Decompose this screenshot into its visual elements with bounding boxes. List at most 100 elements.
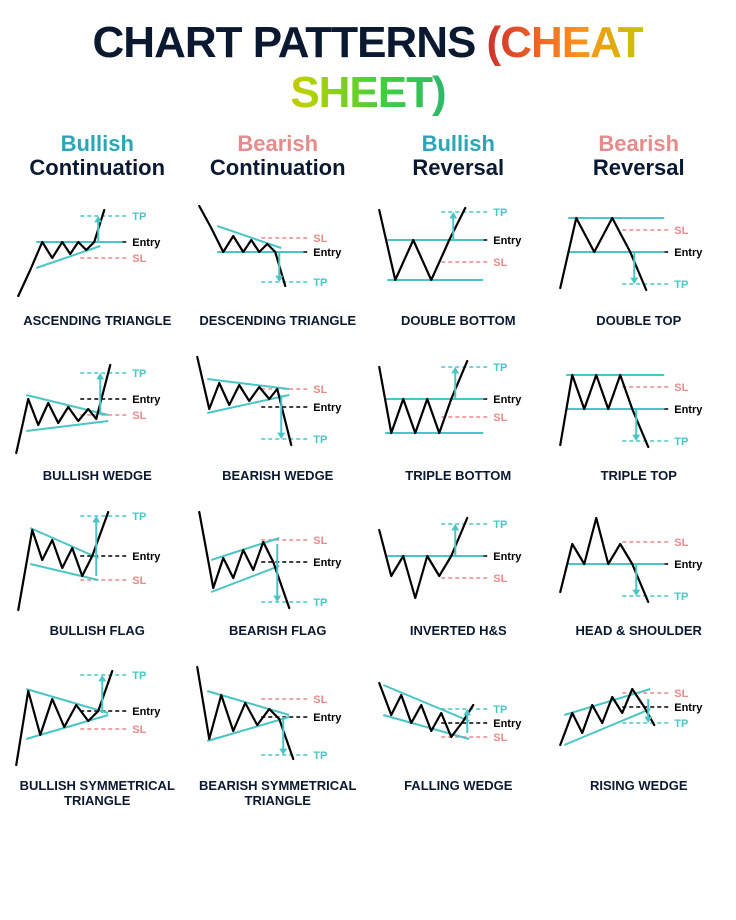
svg-text:SL: SL (313, 233, 327, 245)
pattern-chart: TP Entry SL (12, 655, 183, 775)
pattern-chart: SL Entry TP (193, 190, 364, 310)
svg-text:Entry: Entry (313, 712, 342, 724)
pattern-caption: BEARISH WEDGE (193, 469, 364, 484)
pattern-chart: TP Entry SL (373, 345, 544, 465)
pattern-cell: SL Entry TP BEARISH FLAG (193, 500, 364, 639)
pattern-chart: TP Entry SL (373, 190, 544, 310)
pattern-chart: SL Entry TP (554, 190, 725, 310)
col-head-bottom: Continuation (193, 156, 364, 180)
pattern-caption: BULLISH SYMMETRICAL TRIANGLE (12, 779, 183, 809)
svg-text:Entry: Entry (674, 404, 703, 416)
svg-text:SL: SL (132, 410, 146, 422)
svg-text:TP: TP (313, 434, 327, 446)
col-head-bottom: Reversal (554, 156, 725, 180)
svg-text:TP: TP (313, 277, 327, 289)
pattern-caption: INVERTED H&S (373, 624, 544, 639)
svg-text:Entry: Entry (132, 551, 161, 563)
svg-text:Entry: Entry (674, 247, 703, 259)
svg-text:Entry: Entry (313, 402, 342, 414)
svg-text:Entry: Entry (493, 718, 522, 730)
svg-text:SL: SL (313, 694, 327, 706)
svg-text:SL: SL (493, 412, 507, 424)
col-head-bottom: Continuation (12, 156, 183, 180)
pattern-cell: TP Entry SL ASCENDING TRIANGLE (12, 190, 183, 329)
col-head-top: Bearish (554, 132, 725, 156)
pattern-caption: TRIPLE TOP (554, 469, 725, 484)
pattern-caption: BULLISH WEDGE (12, 469, 183, 484)
svg-text:SL: SL (674, 537, 688, 549)
col-head-bottom: Reversal (373, 156, 544, 180)
pattern-cell: TP Entry SL FALLING WEDGE (373, 655, 544, 809)
column-headers: Bullish Continuation Bearish Continuatio… (12, 132, 724, 180)
svg-text:TP: TP (132, 368, 146, 380)
pattern-chart: TP Entry SL (373, 655, 544, 775)
svg-text:SL: SL (674, 688, 688, 700)
pattern-caption: ASCENDING TRIANGLE (12, 314, 183, 329)
pattern-chart: TP Entry SL (12, 190, 183, 310)
svg-text:TP: TP (493, 207, 507, 219)
pattern-caption: TRIPLE BOTTOM (373, 469, 544, 484)
pattern-caption: DOUBLE BOTTOM (373, 314, 544, 329)
svg-text:TP: TP (674, 279, 688, 291)
col-head-1: Bearish Continuation (193, 132, 364, 180)
svg-text:SL: SL (132, 575, 146, 587)
svg-text:SL: SL (493, 573, 507, 585)
svg-text:Entry: Entry (132, 394, 161, 406)
pattern-cell: TP Entry SL TRIPLE BOTTOM (373, 345, 544, 484)
svg-text:Entry: Entry (493, 235, 522, 247)
svg-text:TP: TP (132, 511, 146, 523)
svg-text:TP: TP (674, 718, 688, 730)
col-head-2: Bullish Reversal (373, 132, 544, 180)
pattern-chart: SL Entry TP (193, 345, 364, 465)
pattern-caption: BEARISH FLAG (193, 624, 364, 639)
pattern-cell: TP Entry SL DOUBLE BOTTOM (373, 190, 544, 329)
pattern-chart: SL Entry TP (193, 500, 364, 620)
svg-text:SL: SL (132, 724, 146, 736)
svg-text:SL: SL (493, 257, 507, 269)
pattern-cell: SL Entry TP RISING WEDGE (554, 655, 725, 809)
svg-text:TP: TP (493, 362, 507, 374)
pattern-cell: TP Entry SL BULLISH FLAG (12, 500, 183, 639)
svg-text:Entry: Entry (674, 702, 703, 714)
pattern-caption: DOUBLE TOP (554, 314, 725, 329)
svg-text:SL: SL (313, 384, 327, 396)
svg-text:SL: SL (132, 253, 146, 265)
pattern-cell: TP Entry SL INVERTED H&S (373, 500, 544, 639)
svg-text:Entry: Entry (313, 557, 342, 569)
svg-text:TP: TP (674, 436, 688, 448)
col-head-0: Bullish Continuation (12, 132, 183, 180)
pattern-caption: FALLING WEDGE (373, 779, 544, 794)
pattern-caption: HEAD & SHOULDER (554, 624, 725, 639)
col-head-top: Bearish (193, 132, 364, 156)
svg-text:Entry: Entry (674, 559, 703, 571)
svg-text:Entry: Entry (493, 551, 522, 563)
pattern-cell: SL Entry TP DOUBLE TOP (554, 190, 725, 329)
pattern-caption: BULLISH FLAG (12, 624, 183, 639)
pattern-cell: TP Entry SL BULLISH WEDGE (12, 345, 183, 484)
pattern-chart: SL Entry TP (193, 655, 364, 775)
svg-text:Entry: Entry (313, 247, 342, 259)
svg-text:Entry: Entry (132, 706, 161, 718)
pattern-chart: SL Entry TP (554, 655, 725, 775)
svg-text:SL: SL (493, 732, 507, 744)
svg-text:SL: SL (674, 225, 688, 237)
svg-text:TP: TP (674, 591, 688, 603)
svg-text:TP: TP (493, 704, 507, 716)
pattern-caption: BEARISH SYMMETRICAL TRIANGLE (193, 779, 364, 809)
svg-text:TP: TP (313, 750, 327, 762)
pattern-cell: SL Entry TP HEAD & SHOULDER (554, 500, 725, 639)
pattern-chart: SL Entry TP (554, 500, 725, 620)
pattern-caption: RISING WEDGE (554, 779, 725, 794)
pattern-chart: TP Entry SL (373, 500, 544, 620)
patterns-grid: TP Entry SL ASCENDING TRIANGLE SL Entry … (12, 190, 724, 809)
svg-text:TP: TP (132, 670, 146, 682)
svg-text:TP: TP (132, 211, 146, 223)
pattern-cell: SL Entry TP BEARISH SYMMETRICAL TRIANGLE (193, 655, 364, 809)
pattern-cell: SL Entry TP TRIPLE TOP (554, 345, 725, 484)
svg-text:TP: TP (313, 597, 327, 609)
pattern-cell: SL Entry TP BEARISH WEDGE (193, 345, 364, 484)
main-title: CHART PATTERNS (CHEAT SHEET) (12, 18, 724, 118)
svg-text:SL: SL (313, 535, 327, 547)
col-head-3: Bearish Reversal (554, 132, 725, 180)
svg-text:TP: TP (493, 519, 507, 531)
